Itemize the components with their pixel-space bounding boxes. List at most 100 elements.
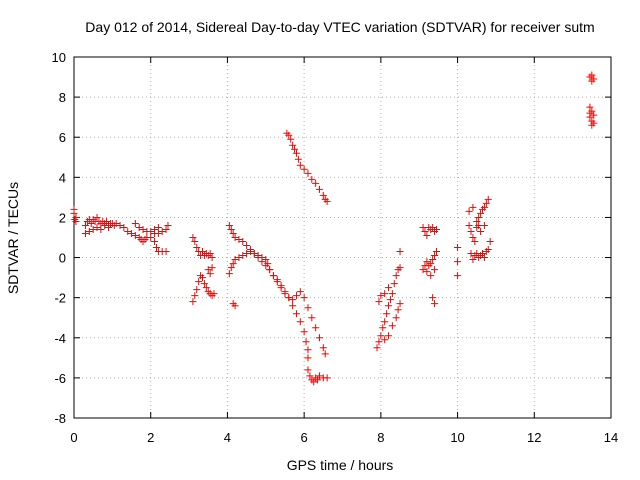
series-sat-g <box>283 129 331 205</box>
series-sat-d <box>189 234 218 306</box>
data-point <box>93 213 101 221</box>
data-point <box>377 332 385 340</box>
data-point <box>323 197 331 205</box>
data-point <box>277 284 285 292</box>
data-point <box>388 322 396 330</box>
data-point <box>200 280 208 288</box>
data-point <box>116 221 124 229</box>
data-point <box>381 290 389 298</box>
series-sat-j <box>419 223 440 308</box>
data-point <box>164 221 172 229</box>
data-point <box>227 225 235 233</box>
data-point <box>306 372 314 380</box>
data-point <box>235 236 243 244</box>
y-axis-tick-labels: -8 -6 -4 -2 0 2 4 6 8 10 <box>52 50 66 426</box>
data-point <box>304 304 312 312</box>
y-axis-label: SDTVAR / TECUs <box>5 182 21 294</box>
data-point <box>208 254 216 262</box>
data-point <box>473 217 481 225</box>
data-point <box>258 254 266 262</box>
data-point <box>388 290 396 298</box>
data-point <box>480 221 488 229</box>
data-point <box>208 264 216 272</box>
data-point <box>266 266 274 274</box>
data-point <box>105 223 113 231</box>
data-point <box>296 288 304 296</box>
data-point <box>586 109 594 117</box>
data-point <box>225 221 233 229</box>
data-point <box>432 248 440 256</box>
data-point <box>93 223 101 231</box>
data-point <box>198 274 206 282</box>
data-point <box>264 260 272 268</box>
data-point <box>300 165 308 173</box>
data-points <box>70 71 598 386</box>
x-tick-label: 6 <box>301 430 308 445</box>
data-point <box>588 77 596 85</box>
data-point <box>262 256 270 264</box>
plot-frame <box>73 56 612 419</box>
data-point <box>135 223 143 231</box>
data-point <box>235 254 243 262</box>
data-point <box>206 270 214 278</box>
data-point <box>189 298 197 306</box>
data-point <box>588 121 596 129</box>
data-point <box>158 227 166 235</box>
data-point <box>296 161 304 169</box>
data-point <box>465 207 473 215</box>
data-point <box>162 248 170 256</box>
data-point <box>82 229 90 237</box>
x-tick-label: 4 <box>224 430 231 445</box>
series-sat-a <box>70 205 80 225</box>
data-point <box>469 203 477 211</box>
data-point <box>231 234 239 241</box>
data-point <box>191 292 199 300</box>
x-tick-label: 2 <box>147 430 154 445</box>
data-point <box>72 213 80 221</box>
data-point <box>152 244 160 252</box>
series-sat-l <box>586 71 598 129</box>
data-point <box>588 71 596 79</box>
data-point <box>120 223 128 231</box>
data-point <box>292 292 300 300</box>
data-point <box>477 227 485 235</box>
data-point <box>469 234 477 241</box>
data-point <box>281 290 289 298</box>
data-point <box>128 229 136 237</box>
data-point <box>193 244 201 252</box>
data-point <box>396 264 404 272</box>
data-point <box>151 238 159 246</box>
data-point <box>484 246 492 254</box>
data-point <box>89 225 97 233</box>
data-point <box>70 209 78 217</box>
data-point <box>124 227 132 235</box>
data-point <box>486 238 494 246</box>
data-point <box>243 250 251 258</box>
data-point <box>431 300 439 308</box>
series-sat-i <box>373 248 404 352</box>
data-point <box>319 344 327 352</box>
data-point <box>289 141 297 149</box>
data-point <box>162 225 170 233</box>
data-point <box>231 302 239 310</box>
data-point <box>308 314 316 322</box>
data-point <box>454 258 462 266</box>
data-point <box>467 227 475 235</box>
data-point <box>423 231 431 239</box>
data-point <box>87 219 95 227</box>
data-point <box>254 252 262 260</box>
data-point <box>482 199 490 207</box>
data-point <box>315 372 323 380</box>
data-point <box>112 219 120 227</box>
data-point <box>431 266 439 274</box>
data-point <box>312 324 320 332</box>
data-point <box>285 294 293 302</box>
y-tick-label: -2 <box>54 291 66 306</box>
y-tick-label: 4 <box>59 170 66 185</box>
data-point <box>302 338 310 346</box>
y-tick-label: 2 <box>59 210 66 225</box>
data-point <box>423 268 431 276</box>
axis-ticks <box>73 56 612 419</box>
data-point <box>375 298 383 306</box>
